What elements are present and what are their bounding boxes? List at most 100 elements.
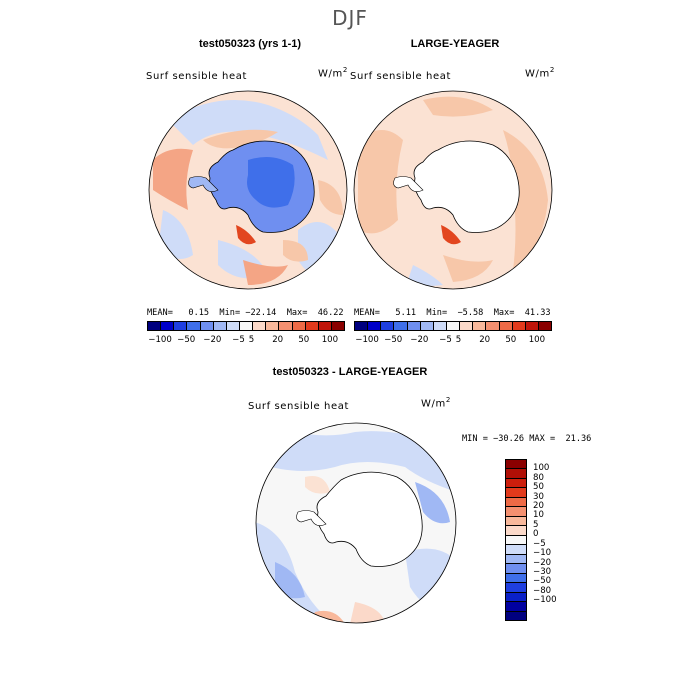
panel-2-warm-anomaly	[358, 130, 403, 234]
colorbar-tick-label: 20	[479, 335, 491, 345]
colorbar-swatch	[279, 322, 293, 330]
panel-3-title: test050323 - LARGE-YEAGER	[272, 366, 428, 378]
colorbar-tick-label: 50	[533, 482, 544, 493]
colorbar-swatch	[226, 322, 240, 330]
panel-3-map	[255, 422, 457, 624]
colorbar-swatch	[292, 322, 306, 330]
panel-1-strong-warm	[236, 225, 256, 245]
colorbar-swatch	[161, 322, 175, 330]
colorbar-swatch	[506, 526, 526, 536]
panel-2-units: W/m2	[525, 66, 555, 80]
panel-1-map	[148, 90, 348, 290]
colorbar-swatch	[538, 322, 552, 330]
panel-3-units: W/m2	[421, 396, 451, 410]
panel-3-cool-anomaly	[256, 423, 456, 492]
colorbar-swatch	[368, 322, 382, 330]
panel-1-field-label: Surf sensible heat	[146, 71, 247, 82]
colorbar-tick-label: −20	[533, 557, 552, 568]
colorbar-tick-label: −30	[533, 566, 552, 577]
colorbar-swatch	[433, 322, 447, 330]
colorbar-tick-label: 100	[528, 335, 546, 345]
colorbar-swatch	[499, 322, 513, 330]
colorbar-tick-label: −5	[439, 335, 452, 345]
panel-1-warm-anomaly	[153, 148, 193, 210]
colorbar-swatch	[174, 322, 188, 330]
colorbar-tick-label: −5	[533, 538, 546, 549]
panel-2-map-border	[353, 90, 553, 290]
colorbar-tick-label: 50	[298, 335, 310, 345]
colorbar-swatch	[305, 322, 319, 330]
panel-3-colorbar	[505, 459, 527, 621]
colorbar-tick-label: 20	[272, 335, 284, 345]
colorbar-swatch	[506, 497, 526, 508]
panel-2-colorbar	[354, 321, 552, 331]
panel-1-colorbar-ticks: −100 −50 −20 −5 5 20 50 100	[147, 335, 345, 347]
colorbar-swatch	[213, 322, 227, 330]
colorbar-tick-label: −20	[203, 335, 222, 345]
panel-2-title: LARGE-YEAGER	[410, 38, 500, 50]
colorbar-swatch	[506, 554, 526, 565]
colorbar-tick-label: −50	[533, 576, 552, 587]
panel-2-map	[353, 90, 553, 290]
colorbar-tick-label: 5	[248, 335, 255, 345]
colorbar-tick-label: 50	[505, 335, 517, 345]
colorbar-swatch	[512, 322, 526, 330]
colorbar-swatch	[407, 322, 421, 330]
colorbar-swatch	[460, 322, 474, 330]
colorbar-swatch	[506, 469, 526, 479]
colorbar-tick-label: 100	[533, 463, 550, 474]
colorbar-swatch	[318, 322, 332, 330]
panel-2-stats: MEAN= 5.11 Min= −5.58 Max= 41.33	[354, 308, 551, 318]
colorbar-tick-label: −100	[355, 335, 379, 345]
colorbar-swatch	[506, 573, 526, 584]
colorbar-tick-label: 5	[455, 335, 462, 345]
panel-3-warm-anomaly	[305, 476, 330, 494]
panel-1-title: test050323 (yrs 1-1)	[198, 38, 302, 50]
colorbar-tick-label: 0	[533, 529, 539, 540]
colorbar-swatch	[187, 322, 201, 330]
panel-3-map-border	[255, 422, 457, 624]
panel-1-units: W/m2	[318, 66, 348, 80]
panel-2-antarctica	[413, 140, 520, 233]
panel-1-map-border	[148, 90, 348, 290]
colorbar-swatch	[506, 478, 526, 489]
colorbar-swatch	[525, 322, 539, 330]
colorbar-tick-label: 30	[533, 491, 544, 502]
colorbar-swatch	[266, 322, 280, 330]
colorbar-swatch	[148, 322, 162, 330]
colorbar-tick-label: −10	[533, 548, 552, 559]
colorbar-swatch	[506, 602, 526, 612]
colorbar-swatch	[420, 322, 434, 330]
panel-1-stats: MEAN= 0.15 Min= −22.14 Max= 46.22	[147, 308, 344, 318]
colorbar-swatch	[506, 507, 526, 517]
panel-2-field-label: Surf sensible heat	[350, 71, 451, 82]
colorbar-tick-label: 5	[533, 519, 539, 530]
colorbar-swatch	[506, 592, 526, 603]
colorbar-swatch	[239, 322, 254, 330]
colorbar-tick-label: 10	[533, 510, 544, 521]
panel-3-field-label: Surf sensible heat	[248, 401, 349, 412]
colorbar-tick-label: −5	[232, 335, 245, 345]
colorbar-tick-label: −50	[384, 335, 403, 345]
panel-2-strong-warm	[441, 225, 461, 245]
colorbar-swatch	[506, 516, 526, 527]
colorbar-swatch	[486, 322, 500, 330]
colorbar-swatch	[253, 322, 267, 330]
colorbar-tick-label: −100	[533, 595, 557, 606]
colorbar-tick-label: −50	[177, 335, 196, 345]
colorbar-tick-label: −100	[148, 335, 172, 345]
colorbar-tick-label: −20	[410, 335, 429, 345]
colorbar-swatch	[446, 322, 461, 330]
colorbar-swatch	[506, 488, 526, 498]
colorbar-tick-label: 100	[321, 335, 339, 345]
panel-3-colorbar-ticks: 100 80 50 30 20 10 5 0 −5 −10 −20 −30 −50 −80 −100	[533, 459, 573, 621]
colorbar-tick-label: −80	[533, 585, 552, 596]
panel-3-stats: MIN = −30.26 MAX = 21.36	[462, 434, 592, 444]
panel-2-colorbar-ticks: −100 −50 −20 −5 5 20 50 100	[354, 335, 552, 347]
colorbar-swatch	[506, 460, 526, 470]
season-title: DJF	[332, 6, 368, 30]
colorbar-swatch	[506, 583, 526, 593]
colorbar-swatch	[331, 322, 345, 330]
colorbar-swatch	[394, 322, 408, 330]
colorbar-swatch	[506, 611, 526, 620]
